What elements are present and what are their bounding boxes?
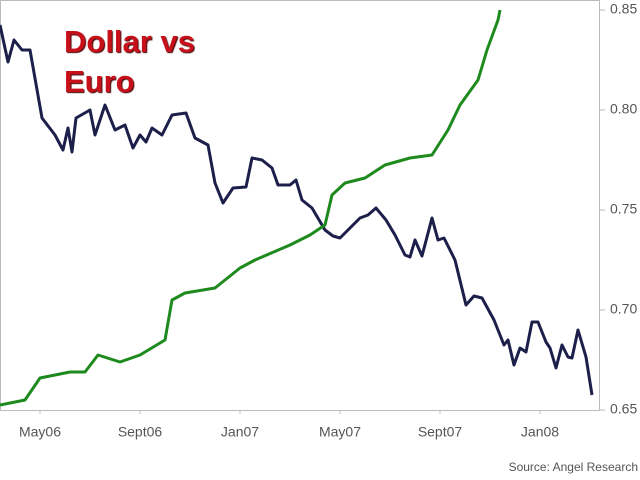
- chart-title: Dollar vs Euro: [64, 24, 195, 99]
- x-tick-label: May06: [19, 424, 61, 440]
- y-tick-label: 0.70: [610, 301, 637, 317]
- x-tick-label: Jan08: [521, 424, 559, 440]
- x-tick-label: Sept07: [418, 424, 463, 440]
- source: Source: Angel Research: [509, 460, 638, 474]
- y-tick-label: 0.85: [610, 1, 637, 17]
- y-tick-label: 0.65: [610, 401, 637, 417]
- x-tick-label: May07: [319, 424, 361, 440]
- y-tick-label: 0.75: [610, 201, 637, 217]
- x-tick-label: Sept06: [118, 424, 163, 440]
- line: [0, 24, 594, 396]
- y-tick-label: 0.80: [610, 101, 637, 117]
- x-tick-label: Jan07: [221, 424, 259, 440]
- plot-frame: [0, 0, 600, 411]
- line: [0, 9, 502, 407]
